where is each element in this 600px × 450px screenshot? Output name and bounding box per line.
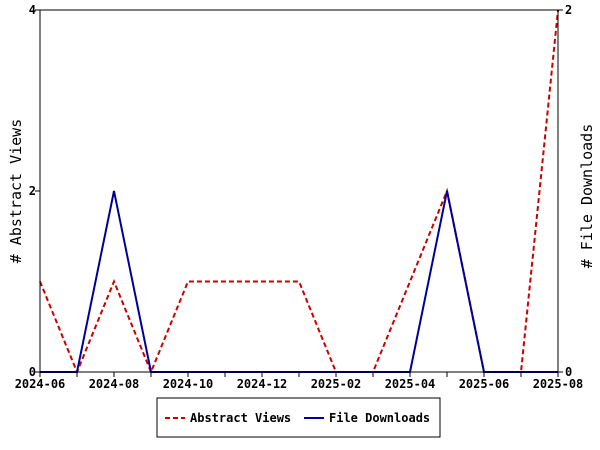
series-line-abstract-views (39, 9, 559, 375)
x-tick-label: 2024-12 (237, 377, 288, 391)
axis-ticks: 2024-06 2024-08 2024-10 2024-12 2025-02 2025-… (15, 3, 584, 391)
x-tick-label: 2024-06 (15, 377, 66, 391)
data-point-abstract-views (113, 281, 115, 283)
plot-frame (39, 9, 559, 373)
chart-marks (39, 9, 559, 375)
data-point-file-downloads (446, 190, 448, 192)
data-point-file-downloads (113, 190, 115, 192)
x-tick-label: 2025-08 (533, 377, 584, 391)
y-axis-title-left: # Abstract Views (7, 119, 25, 264)
x-tick-label: 2025-02 (311, 377, 362, 391)
y-tick-label-left: 0 (29, 365, 36, 379)
data-point-abstract-views (187, 281, 189, 283)
data-point-abstract-views (409, 281, 411, 283)
y-tick-label-right: 2 (565, 3, 572, 17)
legend-label-file-downloads: File Downloads (329, 411, 430, 425)
data-point-abstract-views (224, 281, 226, 283)
legend: Abstract Views File Downloads (156, 397, 441, 438)
legend-box (156, 397, 441, 438)
y-tick-label-left: 4 (29, 3, 36, 17)
y-tick-label-right: 0 (565, 365, 572, 379)
legend-label-abstract-views: Abstract Views (190, 411, 291, 425)
y-tick-label-left: 2 (29, 184, 36, 198)
x-tick-label: 2024-08 (89, 377, 140, 391)
data-point-abstract-views (261, 281, 263, 283)
x-tick-label: 2024-10 (163, 377, 214, 391)
y-axis-title-right: # File Downloads (578, 124, 596, 269)
x-tick-label: 2025-04 (385, 377, 436, 391)
data-point-abstract-views (298, 281, 300, 283)
x-tick-label: 2025-06 (459, 377, 510, 391)
